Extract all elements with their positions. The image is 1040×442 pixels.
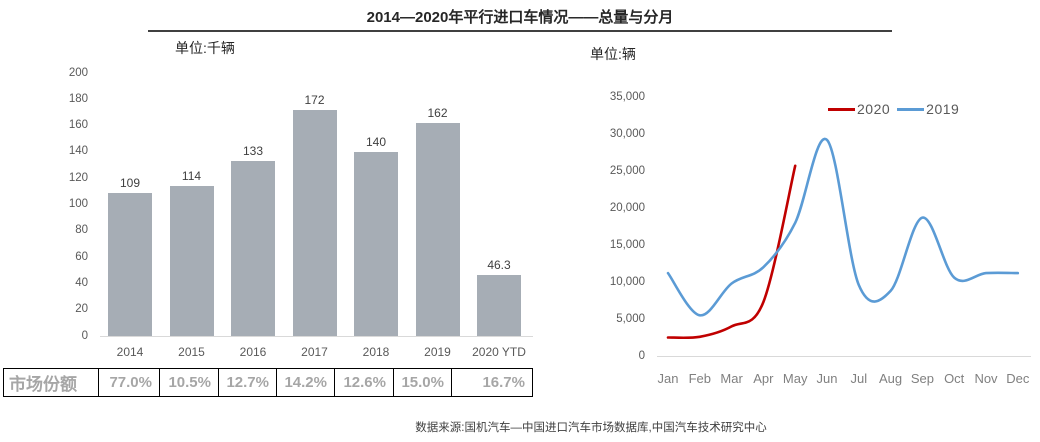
bar-value-label: 46.3 — [487, 258, 511, 273]
bar-value-label: 133 — [242, 144, 264, 159]
bar-x-axis-label: 2017 — [301, 345, 328, 359]
market-share-cell-2019: 15.0% — [393, 369, 451, 396]
month-label-may: May — [782, 371, 808, 386]
legend-swatch-2019 — [897, 107, 925, 111]
bar-y-tick-label: 200 — [68, 66, 88, 79]
line-y-tick-label: 35,000 — [609, 90, 645, 103]
market-share-cell-2014: 77.0% — [98, 369, 159, 396]
market-share-cell-2017: 14.2% — [276, 369, 334, 396]
bar-value-label: 114 — [181, 169, 202, 184]
bar-2017 — [292, 109, 337, 336]
month-label-sep: Sep — [910, 371, 934, 386]
market-share-row-label: 市场份额 — [9, 375, 77, 394]
line-chart-baseline — [657, 356, 1031, 357]
bar-y-tick-label: 0 — [81, 329, 88, 342]
legend-swatch-2020 — [828, 107, 855, 111]
bar-x-axis-label: 2018 — [362, 345, 390, 359]
month-label-feb: Feb — [688, 371, 711, 386]
bar-value-label: 109 — [119, 175, 141, 190]
line-y-tick-label: 0 — [638, 349, 645, 362]
line-series-2019 — [666, 137, 1020, 317]
month-label-nov: Nov — [974, 371, 998, 386]
legend-label-2019: 2019 — [926, 101, 960, 117]
market-share-cell-2018: 12.6% — [334, 369, 393, 396]
bar-2019 — [415, 122, 460, 336]
bar-value-label: 172 — [304, 92, 325, 107]
month-label-aug: Aug — [879, 371, 903, 386]
title-underline — [148, 30, 892, 32]
line-y-tick-label: 10,000 — [609, 275, 645, 288]
month-label-apr: Apr — [753, 371, 774, 386]
line-y-tick-label: 30,000 — [609, 127, 645, 140]
line-chart-legend: 2020 2019 — [828, 101, 966, 117]
bar-chart-baseline — [100, 336, 533, 337]
line-y-tick-label: 25,000 — [609, 164, 645, 177]
bar-x-axis-label: 2015 — [178, 345, 205, 359]
bar-x-axis-label: 2020 YTD — [472, 345, 526, 359]
month-label-jul: Jul — [850, 371, 868, 386]
line-chart-unit-label: 单位:辆 — [590, 46, 636, 62]
month-label-dec: Dec — [1006, 371, 1030, 386]
chart-title: 2014—2020年平行进口车情况——总量与分月 — [366, 9, 674, 26]
month-label-jun: Jun — [816, 371, 838, 386]
bar-y-tick-label: 120 — [68, 171, 88, 184]
market-share-cell-2020ytd: 16.7% — [451, 369, 532, 396]
bar-2016 — [231, 161, 275, 336]
bar-value-label: 162 — [427, 105, 448, 120]
bar-x-axis-label: 2014 — [116, 345, 144, 359]
month-label-mar: Mar — [720, 371, 743, 386]
bar-y-tick-label: 80 — [75, 224, 88, 237]
bar-y-tick-label: 180 — [68, 92, 88, 105]
line-y-tick-label: 20,000 — [609, 201, 645, 214]
bar-y-tick-label: 60 — [75, 250, 88, 263]
bar-y-tick-label: 20 — [75, 303, 88, 316]
line-y-tick-label: 15,000 — [609, 238, 645, 251]
month-label-oct: Oct — [944, 371, 965, 386]
bar-y-tick-label: 100 — [68, 198, 88, 210]
bar-x-axis-label: 2019 — [424, 345, 451, 359]
legend-label-2020: 2020 — [857, 101, 891, 117]
line-series-2020 — [666, 164, 797, 340]
bar-y-tick-label: 40 — [75, 276, 88, 289]
month-label-jan: Jan — [657, 371, 679, 386]
market-share-table: 市场份额 77.0% 10.5% 12.7% 14.2% 12.6% 15.0%… — [3, 368, 533, 397]
bar-2020-ytd — [477, 275, 521, 336]
market-share-cell-2015: 10.5% — [159, 369, 218, 396]
data-source-note: 数据来源:国机汽车—中国进口汽车市场数据库,中国汽车技术研究中心 — [415, 422, 767, 434]
bar-y-tick-label: 160 — [68, 119, 88, 132]
bar-2015 — [169, 186, 214, 336]
bar-chart-unit-label: 单位:千辆 — [175, 40, 235, 56]
bar-x-axis-label: 2016 — [239, 345, 267, 359]
bar-2014 — [108, 192, 152, 336]
line-y-tick-label: 5,000 — [616, 312, 645, 325]
bar-2018 — [354, 151, 398, 336]
market-share-cell-2016: 12.7% — [218, 369, 276, 396]
bar-y-tick-label: 140 — [68, 145, 88, 158]
bar-value-label: 140 — [365, 134, 387, 149]
